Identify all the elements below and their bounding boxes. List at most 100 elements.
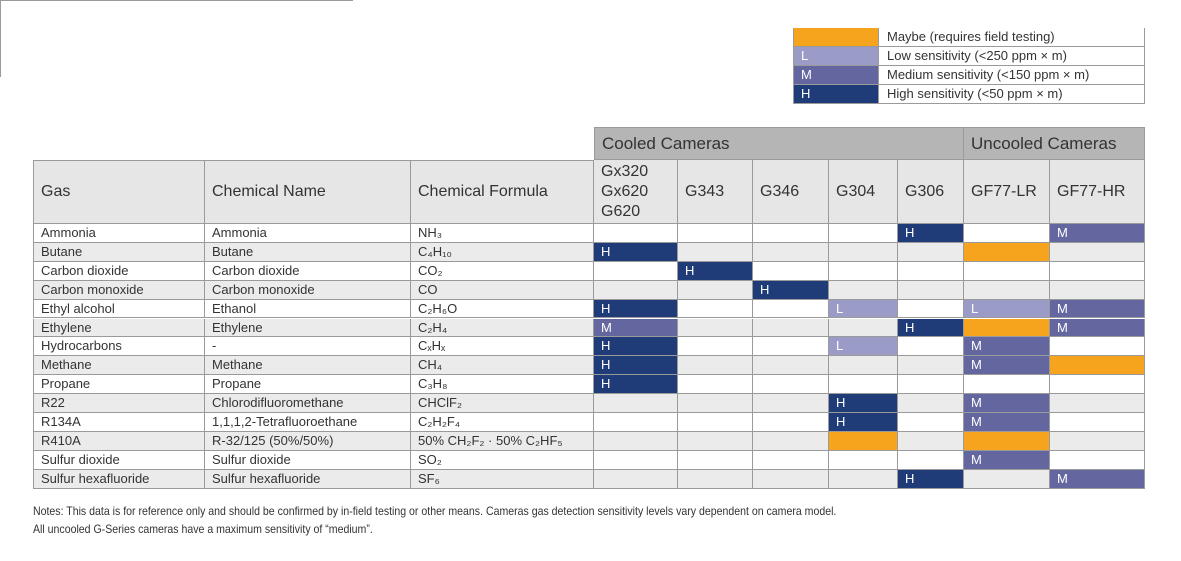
chemical-formula: 50% CH₂F₂ · 50% C₂HF₅ [411, 431, 594, 451]
chemical-formula: CHClF₂ [411, 394, 594, 413]
sensitivity-key: L [836, 300, 844, 316]
gas: Ethylene [33, 318, 205, 338]
sensitivity-cell: H [898, 224, 964, 243]
group-header: Cooled Cameras [594, 127, 964, 160]
gas: Methane [33, 356, 205, 376]
sensitivity-cell [753, 318, 829, 338]
sensitivity-cell [1050, 337, 1145, 357]
sensitivity-key: L [836, 338, 844, 354]
chemical-formula: CₓHₓ [411, 337, 594, 357]
sensitivity-cell [753, 242, 829, 262]
legend-label: Medium sensitivity (<150 ppm × m) [879, 66, 1145, 85]
sensitivity-cell: H [898, 469, 964, 489]
chemical-formula: SO₂ [411, 450, 594, 470]
sensitivity-cell [678, 413, 753, 432]
sensitivity-cell: M [1050, 224, 1145, 243]
sensitivity-key: M [971, 414, 982, 429]
gas: Ethyl alcohol [33, 299, 205, 319]
sensitivity-cell [964, 469, 1050, 489]
sensitivity-cell [594, 413, 678, 432]
sensitivity-cell: M [964, 337, 1050, 357]
sensitivity-cell [898, 261, 964, 281]
sensitivity-key: M [971, 357, 982, 373]
sensitivity-key: M [971, 451, 982, 467]
chemical-name: Butane [205, 242, 411, 262]
gas: Sulfur hexafluoride [33, 469, 205, 489]
sensitivity-cell [829, 261, 898, 281]
sensitivity-cell [594, 469, 678, 489]
sensitivity-cell [898, 299, 964, 319]
note: Notes: This data is for reference only a… [33, 504, 837, 518]
sensitivity-key: H [836, 395, 846, 411]
sensitivity-cell [594, 450, 678, 470]
column-header: G306 [898, 160, 964, 224]
sensitivity-key: M [971, 338, 982, 354]
chemical-formula: CO [411, 280, 594, 300]
chemical-formula: CO₂ [411, 261, 594, 281]
sensitivity-cell [829, 450, 898, 470]
gas: Ammonia [33, 224, 205, 243]
sensitivity-key: H [685, 262, 695, 278]
chemical-name: Methane [205, 356, 411, 376]
sensitivity-cell: H [594, 242, 678, 262]
sensitivity-key: H [601, 357, 611, 373]
column-header: Chemical Name [205, 160, 411, 224]
sensitivity-cell: H [829, 413, 898, 432]
sensitivity-cell [1050, 394, 1145, 413]
sensitivity-key: H [905, 319, 915, 335]
legend-key: H [801, 86, 811, 101]
chemical-name: Ethanol [205, 299, 411, 319]
sensitivity-cell [753, 431, 829, 451]
chemical-formula: C₃H₈ [411, 375, 594, 395]
sensitivity-cell [594, 224, 678, 243]
sensitivity-cell [829, 242, 898, 262]
sensitivity-cell [753, 469, 829, 489]
chemical-name: Sulfur dioxide [205, 450, 411, 470]
sensitivity-key: M [1057, 319, 1068, 335]
gas: R22 [33, 394, 205, 413]
sensitivity-key: H [601, 338, 611, 354]
sensitivity-cell [678, 280, 753, 300]
sensitivity-cell [753, 261, 829, 281]
sensitivity-cell: M [1050, 469, 1145, 489]
sensitivity-cell [964, 280, 1050, 300]
sensitivity-cell [678, 469, 753, 489]
legend [0, 0, 353, 77]
legend-label: Low sensitivity (<250 ppm × m) [879, 47, 1145, 66]
sensitivity-cell [1050, 450, 1145, 470]
sensitivity-cell [964, 242, 1050, 262]
column-header: GF77-HR [1050, 160, 1145, 224]
gas: R410A [33, 431, 205, 451]
sensitivity-key: M [1057, 470, 1068, 486]
sensitivity-cell: H [594, 375, 678, 395]
sensitivity-cell [678, 299, 753, 319]
legend-swatch [793, 28, 879, 47]
sensitivity-cell [829, 224, 898, 243]
column-header: Gx320 Gx620 G620 [594, 160, 678, 224]
chemical-name: Carbon dioxide [205, 261, 411, 281]
sensitivity-key: M [971, 395, 982, 411]
sensitivity-cell [898, 356, 964, 376]
sensitivity-cell [1050, 375, 1145, 395]
chemical-name: - [205, 337, 411, 357]
sensitivity-cell: L [964, 299, 1050, 319]
sensitivity-cell: M [964, 450, 1050, 470]
chemical-formula: NH₃ [411, 224, 594, 243]
sensitivity-cell [829, 318, 898, 338]
chemical-name: Sulfur hexafluoride [205, 469, 411, 489]
sensitivity-cell [829, 375, 898, 395]
chemical-name: Chlorodifluoromethane [205, 394, 411, 413]
sensitivity-cell: M [1050, 299, 1145, 319]
sensitivity-key: H [905, 470, 915, 486]
sensitivity-cell [1050, 431, 1145, 451]
sensitivity-cell [594, 431, 678, 451]
column-header: G346 [753, 160, 829, 224]
sensitivity-cell: H [829, 394, 898, 413]
sensitivity-cell [964, 375, 1050, 395]
sensitivity-cell: M [1050, 318, 1145, 338]
note: All uncooled G-Series cameras have a max… [33, 522, 373, 536]
chemical-formula: C₂H₂F₄ [411, 413, 594, 432]
sensitivity-cell: H [898, 318, 964, 338]
sensitivity-cell [964, 261, 1050, 281]
